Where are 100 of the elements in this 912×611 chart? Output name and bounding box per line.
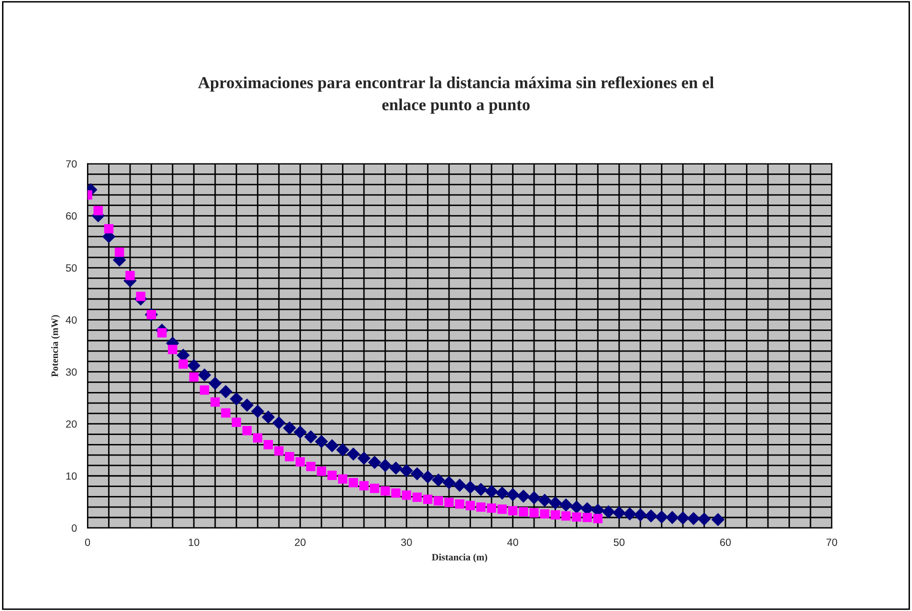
point bbox=[634, 508, 647, 522]
point bbox=[136, 292, 146, 302]
point bbox=[474, 482, 488, 496]
y-axis-title: Potencia (mW) bbox=[51, 315, 60, 377]
point bbox=[272, 416, 286, 430]
point bbox=[444, 498, 454, 508]
point bbox=[282, 421, 296, 435]
point bbox=[686, 512, 700, 526]
point bbox=[655, 510, 668, 524]
point bbox=[346, 447, 360, 461]
point bbox=[484, 484, 498, 498]
point bbox=[168, 344, 178, 354]
point bbox=[454, 499, 464, 509]
y-tick-label: 10 bbox=[66, 472, 77, 480]
point bbox=[262, 410, 275, 424]
point bbox=[389, 461, 402, 475]
point bbox=[498, 504, 507, 514]
point bbox=[208, 376, 222, 390]
point bbox=[410, 467, 424, 480]
point bbox=[251, 404, 264, 418]
y-tick-label: 40 bbox=[66, 316, 77, 324]
x-tick-label: 60 bbox=[720, 538, 731, 546]
point bbox=[421, 470, 434, 484]
point bbox=[486, 503, 496, 513]
point bbox=[529, 508, 539, 518]
point bbox=[306, 462, 316, 472]
point bbox=[378, 458, 392, 472]
point bbox=[264, 440, 273, 450]
point bbox=[187, 359, 200, 372]
point bbox=[316, 466, 326, 476]
point bbox=[711, 512, 725, 526]
point bbox=[252, 433, 262, 443]
point bbox=[370, 484, 380, 494]
x-tick-label: 50 bbox=[614, 538, 625, 546]
point bbox=[357, 452, 371, 465]
point bbox=[157, 328, 167, 338]
point bbox=[294, 426, 307, 439]
point bbox=[232, 418, 242, 427]
point bbox=[434, 496, 444, 506]
point bbox=[538, 494, 552, 507]
x-tick-label: 0 bbox=[85, 538, 90, 546]
point bbox=[178, 359, 188, 369]
point bbox=[666, 510, 679, 524]
point bbox=[125, 270, 135, 280]
point bbox=[230, 392, 243, 406]
point bbox=[423, 494, 432, 504]
point bbox=[540, 509, 550, 519]
point bbox=[550, 510, 560, 520]
point bbox=[325, 439, 339, 452]
point bbox=[221, 408, 230, 418]
point bbox=[496, 486, 509, 500]
point bbox=[612, 506, 626, 520]
point bbox=[104, 224, 114, 234]
x-tick-label: 70 bbox=[826, 538, 838, 546]
point bbox=[198, 368, 212, 382]
point bbox=[623, 507, 636, 520]
point bbox=[602, 505, 616, 518]
y-tick-label: 20 bbox=[66, 420, 77, 428]
point bbox=[114, 248, 124, 257]
point bbox=[432, 473, 445, 487]
point bbox=[200, 385, 210, 395]
point bbox=[189, 372, 199, 382]
x-tick-label: 40 bbox=[507, 538, 518, 546]
point bbox=[359, 481, 369, 490]
y-tick-label: 60 bbox=[66, 212, 77, 220]
y-tick-label: 0 bbox=[72, 524, 77, 532]
point bbox=[242, 426, 252, 436]
x-tick-label: 20 bbox=[294, 538, 306, 546]
point bbox=[314, 434, 328, 448]
point bbox=[400, 464, 414, 478]
point bbox=[219, 385, 232, 398]
point bbox=[466, 500, 475, 510]
point bbox=[559, 498, 573, 512]
point bbox=[548, 496, 562, 510]
point bbox=[698, 512, 711, 526]
y-tick-label: 50 bbox=[66, 264, 77, 272]
point bbox=[274, 446, 284, 456]
x-axis-title: Distancia (m) bbox=[432, 554, 488, 562]
point bbox=[518, 507, 528, 516]
point bbox=[476, 502, 486, 512]
point bbox=[391, 488, 401, 498]
point bbox=[561, 511, 571, 521]
point bbox=[582, 512, 592, 522]
point bbox=[527, 491, 541, 504]
point bbox=[412, 492, 422, 502]
point bbox=[516, 490, 530, 503]
point bbox=[453, 478, 466, 492]
point bbox=[327, 470, 337, 480]
point bbox=[464, 480, 477, 494]
point bbox=[338, 474, 348, 484]
point bbox=[442, 476, 456, 490]
point bbox=[368, 456, 382, 469]
point bbox=[380, 486, 390, 496]
y-tick-label: 70 bbox=[66, 160, 77, 168]
point bbox=[570, 500, 584, 514]
point bbox=[348, 478, 358, 488]
point bbox=[593, 514, 603, 524]
point bbox=[296, 457, 305, 466]
point bbox=[94, 206, 103, 216]
point bbox=[240, 398, 254, 412]
